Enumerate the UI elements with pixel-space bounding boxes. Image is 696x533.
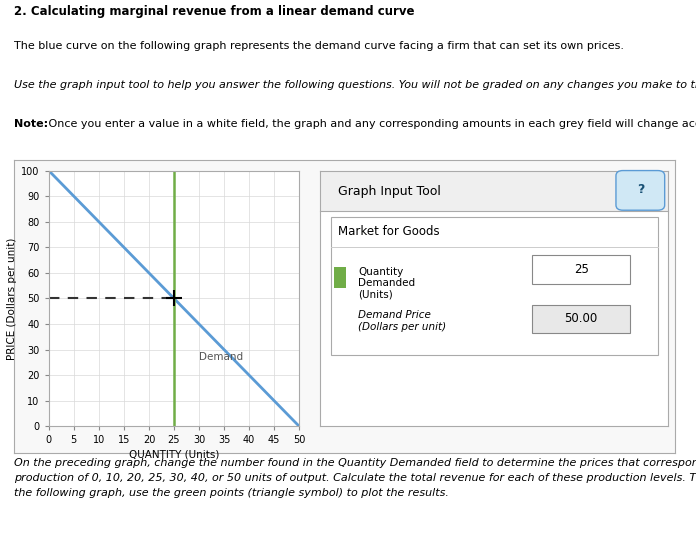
Text: Demand: Demand <box>199 352 243 362</box>
FancyBboxPatch shape <box>532 255 630 285</box>
FancyBboxPatch shape <box>532 305 630 333</box>
Text: 2. Calculating marginal revenue from a linear demand curve: 2. Calculating marginal revenue from a l… <box>14 5 414 18</box>
Text: 25: 25 <box>574 263 589 276</box>
X-axis label: QUANTITY (Units): QUANTITY (Units) <box>129 450 219 459</box>
Text: Note:: Note: <box>14 119 48 129</box>
Text: Use the graph input tool to help you answer the following questions. You will no: Use the graph input tool to help you ans… <box>14 80 696 90</box>
Text: Quantity
Demanded
(Units): Quantity Demanded (Units) <box>358 266 416 300</box>
FancyBboxPatch shape <box>334 266 347 288</box>
Text: Demand Price
(Dollars per unit): Demand Price (Dollars per unit) <box>358 310 447 332</box>
FancyBboxPatch shape <box>616 171 665 210</box>
Text: ?: ? <box>637 183 644 196</box>
Text: 50.00: 50.00 <box>564 312 598 326</box>
Y-axis label: PRICE (Dollars per unit): PRICE (Dollars per unit) <box>7 237 17 360</box>
Text: Graph Input Tool: Graph Input Tool <box>338 184 441 198</box>
Text: Once you enter a value in a white field, the graph and any corresponding amounts: Once you enter a value in a white field,… <box>45 119 696 129</box>
Text: Market for Goods: Market for Goods <box>338 225 439 238</box>
FancyBboxPatch shape <box>320 171 668 212</box>
Text: On the preceding graph, change the number found in the Quantity Demanded field t: On the preceding graph, change the numbe… <box>14 458 696 498</box>
Text: The blue curve on the following graph represents the demand curve facing a firm : The blue curve on the following graph re… <box>14 41 624 51</box>
